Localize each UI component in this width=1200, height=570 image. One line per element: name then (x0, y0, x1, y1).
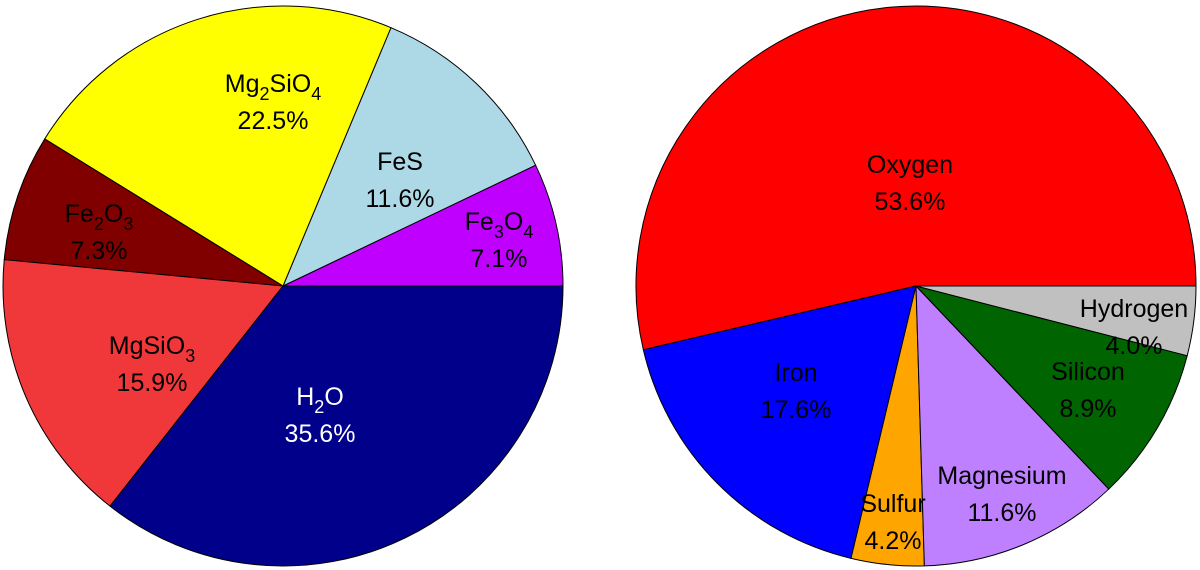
slice-label-h2o: H2​O (296, 383, 344, 417)
slice-value-silicon: 8.9% (1060, 395, 1117, 423)
slice-value-mg2sio4: 22.5% (238, 107, 309, 135)
slice-label-mg2sio4: Mg2​SiO4​ (225, 70, 321, 104)
slice-label-silicon: Silicon (1051, 358, 1125, 386)
slice-value-fe2o3: 7.3% (71, 237, 128, 265)
pie-slice-hydrogen (915, 285, 1197, 357)
slice-label-mgsio3: MgSiO3​ (109, 332, 195, 366)
slice-value-h2o: 35.6% (285, 420, 356, 448)
pie-slice-fe2o3 (3, 138, 284, 287)
slice-value-magnesium: 11.6% (967, 499, 1036, 527)
pie-slice-fe3o4 (282, 164, 564, 287)
slice-value-oxygen: 53.6% (875, 188, 946, 216)
compounds-pie-chart: Fe3​O4​ 7.1% FeS 11.6% Mg2​SiO4​ 22.5% Fe2​O3​… (2, 5, 564, 567)
slice-label-iron: Iron (774, 359, 817, 387)
slice-label-fes: FeS (377, 148, 423, 176)
slice-label-oxygen: Oxygen (867, 151, 953, 179)
slice-value-hydrogen: 4.0% (1106, 332, 1163, 360)
slice-label-fe2o3: Fe2​O3​ (65, 200, 134, 234)
pie-slice-iron (642, 285, 917, 559)
pie-slice-silicon (914, 285, 1188, 490)
pie-slice-mg2sio4 (44, 5, 392, 287)
slice-value-fes: 11.6% (365, 185, 434, 213)
pie-slice-mgsio3 (2, 259, 284, 507)
slice-label-fe3o4: Fe3​O4​ (465, 208, 534, 242)
slice-label-magnesium: Magnesium (937, 462, 1066, 490)
slice-value-sulfur: 4.2% (865, 527, 922, 555)
slice-value-fe3o4: 7.1% (471, 245, 528, 273)
slice-label-hydrogen: Hydrogen (1080, 295, 1188, 323)
pie-slice-oxygen (635, 5, 1197, 351)
pie-slice-magnesium (915, 284, 1110, 567)
elements-pie-chart: Oxygen 53.6% Iron 17.6% Sulfur 4.2% Magnesium 1… (635, 5, 1197, 567)
pie-slice-fes (282, 26, 537, 288)
slice-value-mgsio3: 15.9% (117, 369, 188, 397)
slice-value-iron: 17.6% (761, 396, 832, 424)
pie-slice-h2o (109, 285, 564, 567)
slice-label-sulfur: Sulfur (860, 490, 925, 518)
